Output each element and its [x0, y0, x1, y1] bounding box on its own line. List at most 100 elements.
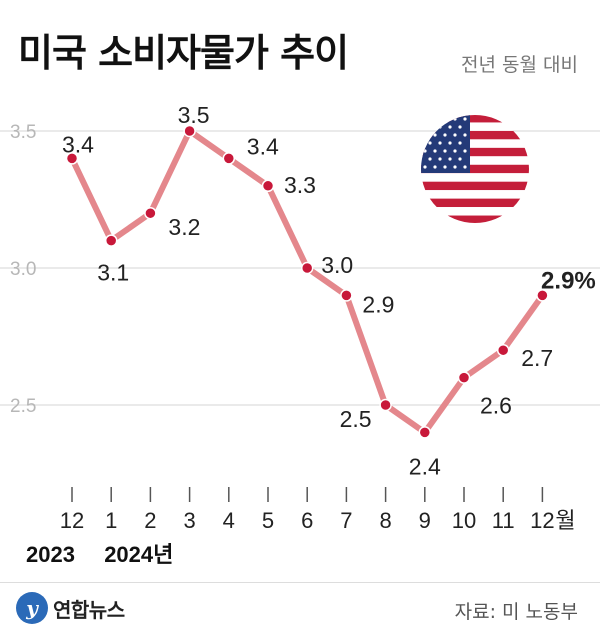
- x-tick-label: 5: [262, 508, 274, 533]
- x-tick-label: 7: [340, 508, 352, 533]
- x-tick-label: 2: [144, 508, 156, 533]
- x-tick-label: 10: [452, 508, 476, 533]
- y-axis-ticks: 3.5 3.0 2.5: [10, 122, 36, 417]
- x-tick-label: 3: [183, 508, 195, 533]
- flag-star: [433, 149, 437, 153]
- data-label: 2.4: [409, 453, 441, 479]
- year-label: 2024년: [104, 542, 173, 568]
- data-label: 2.5: [340, 406, 372, 432]
- flag-star: [463, 117, 467, 121]
- flag-star: [458, 125, 462, 129]
- flag-star: [443, 117, 447, 121]
- flag-stripe: [421, 198, 529, 208]
- flag-stripe: [421, 164, 529, 174]
- flag-stripe: [421, 156, 529, 165]
- page-subtitle: 전년 동월 대비: [461, 54, 578, 76]
- flag-star: [453, 133, 457, 137]
- flag-star: [453, 165, 457, 169]
- flag-stripe: [421, 147, 529, 157]
- y-tick-label: 3.5: [10, 122, 36, 143]
- flag-star: [433, 165, 437, 169]
- data-label: 3.4: [247, 133, 279, 159]
- year-label: 2023: [26, 542, 75, 567]
- flag-star: [423, 133, 427, 137]
- flag-star: [443, 149, 447, 153]
- flag-star: [448, 141, 452, 145]
- flag-star: [433, 117, 437, 121]
- x-tick-label: 8: [379, 508, 391, 533]
- line-chart: 3.53.02.5 3.43.13.23.53.43.33.02.92.52.4…: [0, 102, 600, 568]
- data-point: [379, 398, 392, 412]
- flag-star: [453, 149, 457, 153]
- x-unit-label: 월: [555, 509, 575, 534]
- data-point: [104, 234, 118, 247]
- data-point: [300, 261, 314, 275]
- data-point: [418, 426, 432, 439]
- yonhap-logo: y 연합뉴스: [16, 592, 125, 624]
- flag-star: [463, 149, 467, 153]
- flag-star: [423, 165, 427, 169]
- flag-stripe: [421, 122, 529, 131]
- data-points: [65, 124, 549, 439]
- data-point: [536, 289, 549, 302]
- data-point: [144, 206, 157, 220]
- data-point: [65, 152, 79, 165]
- flag-stripe: [421, 215, 529, 223]
- flag-star: [458, 157, 462, 161]
- data-label: 2.6: [480, 393, 512, 419]
- x-tick-label: 4: [223, 508, 235, 533]
- data-label: 2.9%: [541, 267, 596, 294]
- flag-stripe: [421, 173, 529, 182]
- footer-divider: [0, 582, 600, 583]
- x-tick-label: 11: [492, 508, 515, 533]
- source-note: 자료: 미 노동부: [454, 601, 578, 623]
- logo-text: 연합뉴스: [53, 597, 125, 622]
- flag-stripe: [421, 181, 529, 191]
- data-label: 3.5: [178, 102, 210, 128]
- flag-star: [433, 133, 437, 137]
- x-tick-label: 12: [60, 508, 84, 533]
- data-label: 2.9: [362, 291, 394, 317]
- flag-star: [463, 133, 467, 137]
- data-label: 3.0: [321, 252, 353, 278]
- flag-star: [443, 165, 447, 169]
- year-unit: 년: [153, 543, 173, 568]
- flag-stripe: [421, 207, 529, 216]
- flag-star: [458, 141, 462, 145]
- data-label: 3.3: [284, 172, 316, 198]
- flag-star: [423, 149, 427, 153]
- us-flag-icon: [421, 115, 529, 223]
- flag-star: [438, 157, 442, 161]
- data-label: 3.2: [168, 214, 200, 240]
- flag-stripe: [421, 130, 529, 140]
- data-point: [222, 152, 236, 165]
- flag-star: [448, 125, 452, 129]
- data-point: [261, 179, 275, 193]
- data-label: 2.7: [521, 345, 553, 371]
- flag-star: [428, 141, 432, 145]
- y-tick-label: 3.0: [10, 259, 36, 280]
- flag-star: [438, 141, 442, 145]
- flag-star: [438, 125, 442, 129]
- flag-star: [428, 125, 432, 129]
- data-labels: 3.43.13.23.53.43.33.02.92.52.42.62.72.9%: [62, 102, 596, 479]
- flag-stripe: [421, 190, 529, 199]
- x-tick-label: 12: [530, 508, 554, 533]
- data-point: [340, 289, 353, 302]
- y-tick-label: 2.5: [10, 396, 36, 417]
- data-point: [496, 343, 510, 357]
- flag-star: [453, 117, 457, 121]
- x-tick-label: 9: [419, 508, 431, 533]
- logo-icon: y: [16, 592, 48, 624]
- page-title: 미국 소비자물가 추이: [18, 31, 349, 75]
- data-point: [457, 371, 471, 384]
- data-label: 3.4: [62, 131, 94, 157]
- flag-star: [443, 133, 447, 137]
- flag-star: [448, 157, 452, 161]
- flag-star: [463, 165, 467, 169]
- flag-star: [428, 157, 432, 161]
- data-label: 3.1: [97, 260, 129, 286]
- data-point: [183, 124, 196, 138]
- flag-stripe: [421, 139, 529, 148]
